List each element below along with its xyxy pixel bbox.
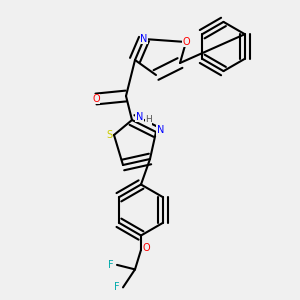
Text: F: F [108,260,114,270]
Text: N: N [136,112,143,122]
Text: O: O [142,243,150,254]
Text: S: S [106,130,112,140]
Text: N: N [157,125,164,136]
Text: O: O [92,94,100,104]
Text: F: F [114,282,120,292]
Text: O: O [182,37,190,47]
Text: N: N [140,34,148,44]
Text: H: H [145,116,152,124]
